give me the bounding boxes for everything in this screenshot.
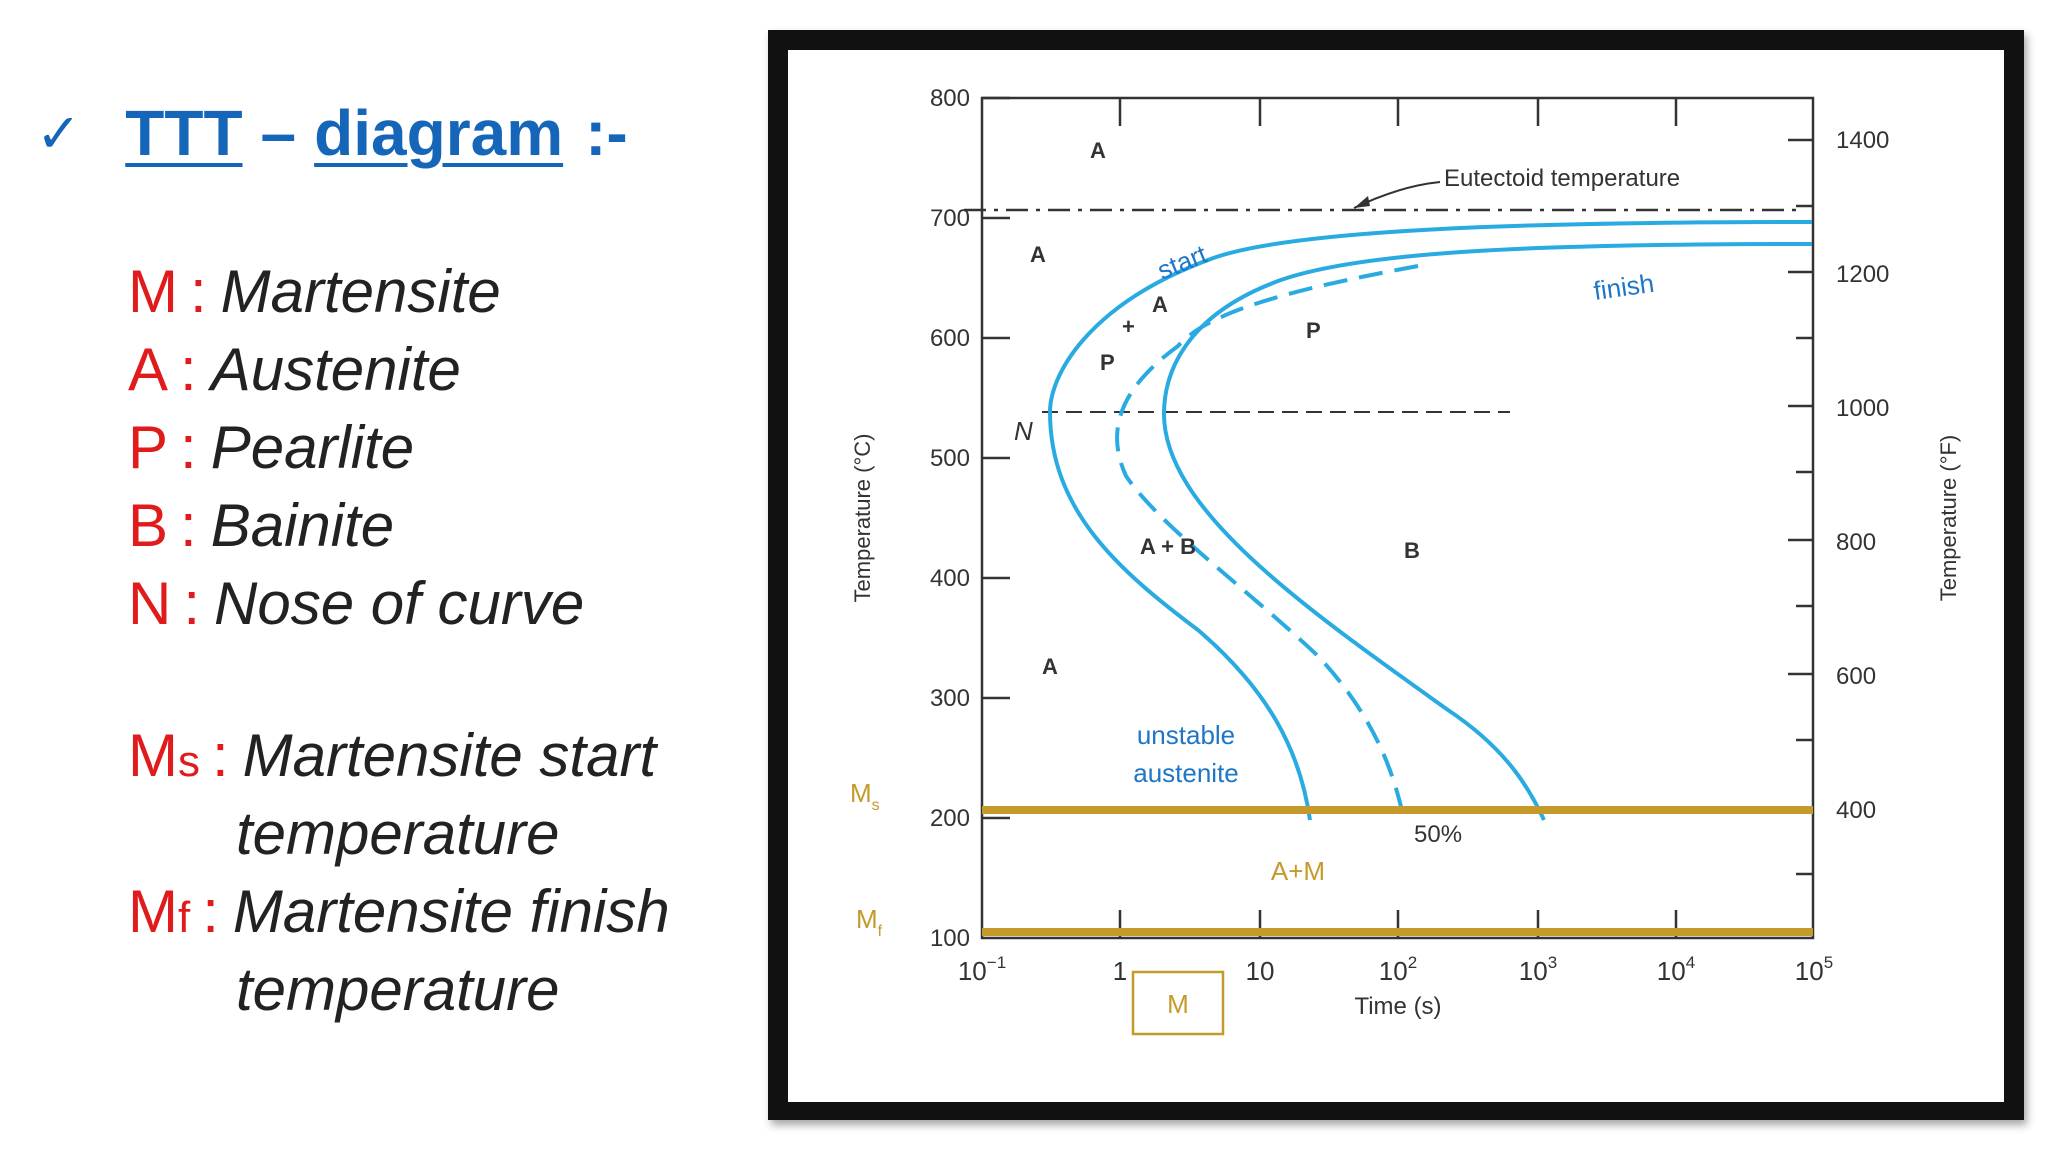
legend-item-austenite: A: Austenite bbox=[128, 340, 461, 400]
legend-colon: : bbox=[180, 492, 197, 559]
tick-label-time: 1 bbox=[1113, 956, 1127, 986]
region-labels: A A A + P P A + B B A bbox=[1030, 138, 1420, 679]
region-label-plus: + bbox=[1122, 314, 1135, 339]
unstable-austenite-line2: austenite bbox=[1133, 758, 1239, 788]
legend-abbr: Ms bbox=[128, 722, 200, 789]
tick-label-c: 200 bbox=[930, 805, 970, 832]
legend-colon: : bbox=[202, 878, 219, 945]
fifty-percent-label: 50% bbox=[1414, 821, 1462, 848]
region-label-austenite: A bbox=[1030, 242, 1046, 267]
left-tick-labels: 800 700 600 500 400 300 200 100 bbox=[930, 85, 970, 952]
title-dash: – bbox=[260, 97, 297, 169]
tick-label-c: 800 bbox=[930, 85, 970, 112]
legend-colon: : bbox=[183, 570, 201, 637]
legend-item-mf: Mf: Martensite finish bbox=[128, 882, 670, 942]
region-label-austenite-bainite: A + B bbox=[1140, 534, 1196, 559]
legend-colon: : bbox=[180, 414, 197, 481]
diagram-frame: 800 700 600 500 400 300 200 100 1400 120… bbox=[768, 30, 2024, 1120]
mf-label: Mf bbox=[856, 904, 883, 940]
legend-item-bainite: B: Bainite bbox=[128, 496, 394, 556]
ms-label: Ms bbox=[850, 778, 880, 814]
tick-label-c: 700 bbox=[930, 205, 970, 232]
legend-term: Martensite finish bbox=[232, 878, 670, 945]
legend-term: Nose of curve bbox=[214, 570, 585, 637]
x-axis-title: Time (s) bbox=[1354, 993, 1441, 1020]
legend-abbr: B bbox=[128, 492, 169, 559]
tick-label-c: 400 bbox=[930, 565, 970, 592]
unstable-austenite-line1: unstable bbox=[1137, 720, 1235, 750]
legend-abbr: P bbox=[128, 414, 169, 481]
x-tick-labels: 10−1 1 10 102 103 104 105 bbox=[958, 953, 1833, 986]
tick-label-c: 500 bbox=[930, 445, 970, 472]
title-suffix: :- bbox=[585, 97, 628, 169]
definitions-panel: ✓ TTT – diagram :- M: Martensite A: Austen… bbox=[0, 0, 760, 1152]
title-word: diagram bbox=[314, 97, 564, 169]
region-label-austenite: A bbox=[1042, 654, 1058, 679]
fifty-percent-curve bbox=[1115, 264, 1419, 821]
region-label-pearlite: P bbox=[1100, 350, 1115, 375]
finish-label: finish bbox=[1592, 268, 1656, 306]
tick-label-f: 1000 bbox=[1836, 395, 1889, 422]
ttt-diagram: 800 700 600 500 400 300 200 100 1400 120… bbox=[850, 85, 1961, 1036]
legend-abbr: N bbox=[128, 570, 172, 637]
eutectoid-label: Eutectoid temperature bbox=[1444, 165, 1680, 192]
right-tick-labels: 1400 1200 1000 800 600 400 bbox=[1836, 127, 1889, 824]
right-ticks bbox=[1788, 138, 1813, 876]
tick-label-c: 100 bbox=[930, 925, 970, 952]
region-label-austenite: A bbox=[1090, 138, 1106, 163]
legend-term-continuation: temperature bbox=[236, 800, 560, 867]
legend-colon: : bbox=[211, 722, 229, 789]
tick-label-time: 104 bbox=[1657, 953, 1695, 986]
check-mark-icon: ✓ bbox=[36, 103, 82, 164]
slide-title: ✓ TTT – diagram :- bbox=[36, 88, 628, 178]
legend-abbr: Mf bbox=[128, 878, 191, 945]
martensite-box bbox=[1131, 970, 1225, 1036]
tick-label-f: 1200 bbox=[1836, 261, 1889, 288]
nose-label: N bbox=[1014, 416, 1033, 446]
start-label: start bbox=[1153, 239, 1212, 286]
legend-item-nose: N: Nose of curve bbox=[128, 574, 584, 634]
legend-abbr: M bbox=[128, 258, 178, 325]
legend-term: Bainite bbox=[210, 492, 395, 559]
legend-colon: : bbox=[189, 258, 207, 325]
tick-label-c: 600 bbox=[930, 325, 970, 352]
eutectoid-arrowhead bbox=[1354, 196, 1370, 208]
diagram-canvas: 800 700 600 500 400 300 200 100 1400 120… bbox=[788, 50, 2004, 1102]
tick-label-f: 600 bbox=[1836, 663, 1876, 690]
left-ticks bbox=[982, 96, 1010, 820]
tick-label-time: 102 bbox=[1379, 953, 1417, 986]
region-label-pearlite: P bbox=[1306, 318, 1321, 343]
martensite-box-label: M bbox=[1167, 989, 1189, 1019]
y-left-axis-title: Temperature (°C) bbox=[850, 434, 875, 603]
tick-label-f: 800 bbox=[1836, 529, 1876, 556]
title-abbreviation: TTT bbox=[125, 97, 243, 169]
tick-label-f: 1400 bbox=[1836, 127, 1889, 154]
legend-item-martensite: M: Martensite bbox=[128, 262, 501, 322]
finish-curve bbox=[1161, 242, 1813, 821]
a-plus-m-label: A+M bbox=[1271, 856, 1325, 886]
tick-label-time: 10−1 bbox=[958, 953, 1006, 986]
legend-item-ms: Ms: Martensite start bbox=[128, 726, 656, 786]
legend-item-pearlite: P: Pearlite bbox=[128, 418, 414, 478]
y-right-axis-title: Temperature (°F) bbox=[1936, 435, 1961, 602]
legend-colon: : bbox=[180, 336, 197, 403]
region-label-austenite: A bbox=[1152, 292, 1168, 317]
tick-label-c: 300 bbox=[930, 685, 970, 712]
tick-label-f: 400 bbox=[1836, 797, 1876, 824]
start-curve bbox=[1047, 220, 1813, 821]
tick-label-time: 105 bbox=[1795, 953, 1833, 986]
legend-abbr: A bbox=[128, 336, 169, 403]
legend-term: Pearlite bbox=[210, 414, 415, 481]
tick-label-time: 103 bbox=[1519, 953, 1557, 986]
legend-term: Martensite bbox=[220, 258, 501, 325]
tick-label-time: 10 bbox=[1246, 956, 1275, 986]
region-label-bainite: B bbox=[1404, 538, 1420, 563]
legend-term: Austenite bbox=[210, 336, 461, 403]
legend-term-continuation: temperature bbox=[236, 956, 560, 1023]
legend-term: Martensite start bbox=[242, 722, 657, 789]
